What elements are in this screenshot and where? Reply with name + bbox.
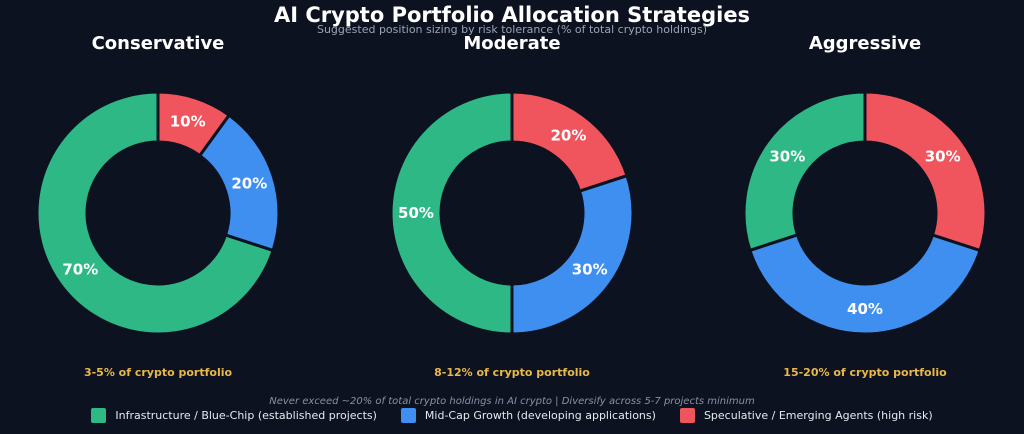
slice-label-aggressive-infrastructure: 30% (769, 148, 805, 166)
legend-label-midcap: Mid-Cap Growth (developing applications) (424, 409, 656, 422)
slice-label-moderate-infrastructure: 50% (398, 204, 434, 222)
chart-subtitle: Suggested position sizing by risk tolera… (316, 23, 708, 36)
slice-label-aggressive-midcap: 40% (847, 300, 883, 318)
legend-swatch-infrastructure (91, 408, 107, 423)
legend-swatch-speculative (679, 408, 695, 423)
slice-aggressive-infrastructure (742, 90, 867, 253)
panel-title-aggressive: Aggressive (808, 33, 922, 54)
slice-conservative-infrastructure (35, 90, 275, 336)
legend-item-infrastructure: Infrastructure / Blue-Chip (established … (91, 408, 377, 423)
panel-note-aggressive: 15-20% of crypto portfolio (783, 366, 947, 379)
slice-aggressive-midcap (748, 233, 982, 336)
slice-label-aggressive-speculative: 30% (925, 148, 961, 166)
footnote: Never exceed ~20% of total crypto holdin… (269, 396, 755, 407)
panel-note-moderate: 8-12% of crypto portfolio (434, 366, 590, 379)
slice-label-conservative-speculative: 10% (170, 113, 206, 131)
slice-conservative-speculative (156, 90, 232, 158)
panel-title-conservative: Conservative (91, 33, 225, 54)
panel-note-conservative: 3-5% of crypto portfolio (83, 366, 233, 379)
slice-moderate-midcap (510, 173, 635, 336)
legend-item-speculative: Speculative / Emerging Agents (high risk… (679, 408, 933, 423)
slice-label-moderate-midcap: 30% (572, 260, 608, 278)
slice-aggressive-speculative (863, 90, 988, 253)
slice-moderate-infrastructure (389, 90, 514, 336)
legend-label-speculative: Speculative / Emerging Agents (high risk… (703, 409, 933, 422)
slice-moderate-speculative (510, 90, 629, 193)
legend-label-infrastructure: Infrastructure / Blue-Chip (established … (115, 409, 377, 422)
legend: Infrastructure / Blue-Chip (established … (0, 408, 1024, 423)
panel-title-moderate: Moderate (463, 33, 561, 54)
slice-label-conservative-midcap: 20% (231, 174, 267, 192)
chart-title: AI Crypto Portfolio Allocation Strategie… (273, 3, 751, 27)
slice-label-conservative-infrastructure: 70% (62, 260, 98, 278)
legend-item-midcap: Mid-Cap Growth (developing applications) (400, 408, 656, 423)
slice-label-moderate-speculative: 20% (550, 126, 586, 144)
legend-swatch-midcap (400, 408, 416, 423)
